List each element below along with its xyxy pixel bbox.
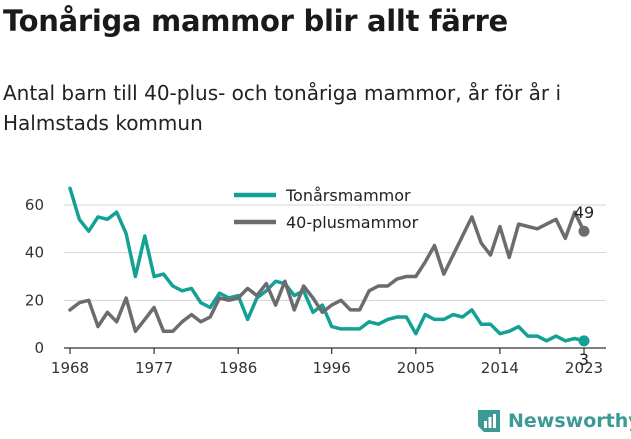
series-end-label-0: 3 xyxy=(579,350,589,369)
series-end-dot-1 xyxy=(578,225,590,237)
brand-logo: Newsworthy xyxy=(476,408,631,434)
line-chart: 0 20 40 60 1968 1977 1986 1996 2005 2014 2023 3 49… xyxy=(25,186,606,377)
x-tick-label: 1996 xyxy=(313,359,351,377)
x-tick-label: 1968 xyxy=(51,359,89,377)
series-line-0 xyxy=(68,186,586,343)
legend-label-0: Tonårsmammor xyxy=(285,186,411,205)
brand-name: Newsworthy xyxy=(508,410,631,432)
x-axis: 1968 1977 1986 1996 2005 2014 2023 xyxy=(51,347,606,377)
series-end-label-1: 49 xyxy=(574,203,594,222)
chart-title: Tonåriga mammor blir allt färre xyxy=(3,4,508,38)
y-tick-label: 0 xyxy=(34,339,44,357)
series-lines: 3 49 xyxy=(68,186,594,369)
y-tick-label: 40 xyxy=(25,244,44,262)
legend: Tonårsmammor 40-plusmammor xyxy=(234,186,419,232)
y-tick-label: 20 xyxy=(25,291,44,309)
x-tick-label: 2023 xyxy=(565,359,603,377)
legend-label-1: 40-plusmammor xyxy=(286,213,419,232)
x-tick-label: 1977 xyxy=(135,359,173,377)
chart-doc-icon xyxy=(478,410,500,432)
x-tick-label: 1986 xyxy=(219,359,257,377)
y-tick-label: 60 xyxy=(25,196,44,214)
series-end-dot-0 xyxy=(578,335,590,347)
y-axis-ticks: 0 20 40 60 xyxy=(25,196,44,357)
chart-subtitle: Antal barn till 40-plus- och tonåriga ma… xyxy=(3,81,562,135)
series-line-1 xyxy=(68,210,586,334)
x-tick-label: 2005 xyxy=(397,359,435,377)
gridlines xyxy=(64,204,606,301)
x-tick-label: 2014 xyxy=(481,359,519,377)
